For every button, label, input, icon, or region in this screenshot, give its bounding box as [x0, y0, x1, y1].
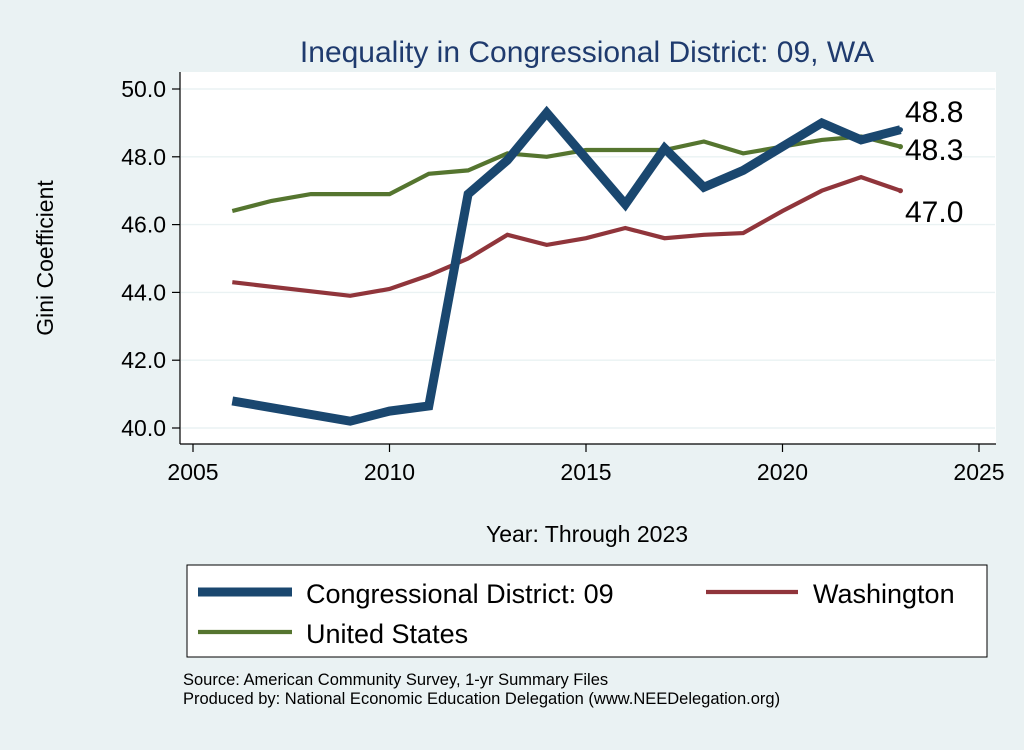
axes: 40.0 42.0 44.0 46.0 48.0 50.0 2005 2010 2015 2020… — [121, 72, 1005, 485]
series-end-point-1 — [897, 188, 904, 194]
legend-label: Congressional District: 09 — [306, 579, 614, 609]
x-tick-label: 2005 — [167, 459, 218, 485]
legend-label: United States — [306, 619, 468, 649]
legend: Congressional District: 09 Washington Unit… — [186, 564, 988, 658]
y-tick-label: 44.0 — [121, 279, 166, 305]
series-line-1 — [232, 174, 902, 298]
x-axis-label: Year: Through 2023 — [486, 521, 688, 547]
y-axis-label: Gini Coefficient — [32, 180, 58, 336]
end-value-label: 47.0 — [905, 196, 963, 229]
produced-by-text: Produced by: National Economic Education… — [183, 690, 781, 708]
y-tick-label: 50.0 — [121, 76, 166, 102]
series-lines — [231, 105, 904, 426]
end-labels: 48.8 47.0 48.3 — [905, 96, 963, 229]
y-tick-label: 48.0 — [121, 144, 166, 170]
end-value-label: 48.8 — [905, 96, 963, 129]
x-tick-label: 2015 — [560, 459, 611, 485]
series-end-point-2 — [897, 144, 904, 150]
legend-box — [186, 564, 988, 658]
series-line-0 — [231, 105, 902, 426]
x-tick-label: 2020 — [757, 459, 808, 485]
series-end-point-0 — [897, 127, 904, 133]
source-notes: Source: American Community Survey, 1-yr … — [183, 671, 780, 709]
chart-title: Inequality in Congressional District: 09… — [300, 36, 874, 69]
y-tick-label: 40.0 — [121, 415, 166, 441]
x-tick-label: 2010 — [364, 459, 415, 485]
legend-label: Washington — [813, 579, 955, 609]
end-value-label: 48.3 — [905, 134, 963, 167]
plot-area — [180, 72, 996, 444]
y-tick-label: 46.0 — [121, 212, 166, 238]
source-text: Source: American Community Survey, 1-yr … — [183, 671, 609, 689]
y-tick-label: 42.0 — [121, 347, 166, 373]
x-tick-label: 2025 — [953, 459, 1004, 485]
